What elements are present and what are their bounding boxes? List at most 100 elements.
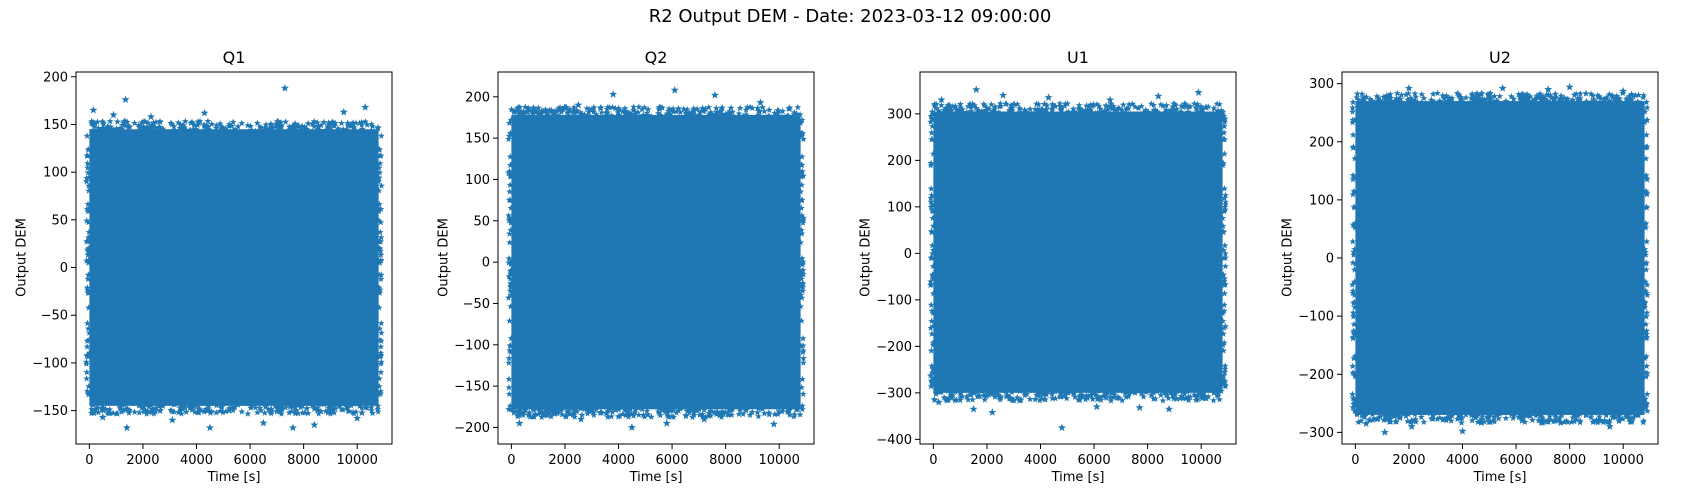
- outlier-point: [168, 415, 177, 424]
- y-axis-label: Output DEM: [1280, 218, 1296, 297]
- outlier-point: [937, 95, 946, 104]
- outlier-point: [756, 98, 765, 106]
- plot-svg: 0 2000 4000 6000 8000 10000 −150 −100 −50 0 50 100 1…: [32, 70, 393, 468]
- data-markers: [83, 84, 385, 432]
- panel-title: Q1: [222, 48, 246, 67]
- y-tick-label: 50: [473, 214, 490, 229]
- panel-u1: 0 2000 4000 6000 8000 10000 −400 −300 −200 −100 0 1…: [844, 0, 1244, 500]
- y-tick-label: −100: [876, 293, 912, 308]
- x-tick-label: 6000: [1500, 453, 1533, 468]
- y-tick-label: −300: [1298, 426, 1334, 441]
- panel-title: Q2: [644, 48, 668, 67]
- outlier-point: [1619, 86, 1628, 95]
- x-axis-label: Time [s]: [207, 470, 261, 485]
- y-tick-label: −100: [32, 356, 68, 371]
- outlier-point: [627, 423, 636, 431]
- x-tick-label: 0: [929, 453, 937, 468]
- outlier-point: [1092, 402, 1101, 411]
- outlier-point: [1154, 91, 1163, 100]
- x-tick-label: 8000: [709, 453, 742, 468]
- outlier-point: [662, 419, 671, 427]
- outlier-point: [1165, 404, 1174, 413]
- y-tick-label: 200: [887, 154, 912, 169]
- y-axis-label: Output DEM: [436, 218, 452, 297]
- outlier-point: [988, 408, 997, 416]
- data-markers: [505, 85, 807, 431]
- outlier-point: [539, 410, 548, 419]
- x-tick-label: 2000: [548, 453, 581, 468]
- panel-q2: 0 2000 4000 6000 8000 10000 −200 −150 −100 −50 0 50…: [422, 0, 822, 500]
- x-tick-label: 4000: [180, 453, 213, 468]
- outlier-point: [339, 107, 348, 116]
- x-axis-label: Time [s]: [629, 470, 683, 485]
- y-axis-label: Output DEM: [858, 218, 874, 297]
- outlier-point: [200, 108, 209, 117]
- y-tick-label: −150: [32, 404, 68, 419]
- x-tick-label: 2000: [126, 453, 159, 468]
- panel-title: U2: [1489, 48, 1511, 67]
- panel-q1: 0 2000 4000 6000 8000 10000 −150 −100 −50 0 50 100 1…: [0, 0, 400, 500]
- axes-frame: [497, 71, 815, 445]
- y-tick-label: 0: [1326, 252, 1334, 267]
- outlier-point: [1404, 84, 1413, 92]
- data-markers: [1349, 82, 1651, 436]
- outlier-point: [710, 90, 719, 99]
- axes-frame: [75, 71, 393, 445]
- outlier-point: [969, 404, 978, 413]
- x-tick-label: 0: [85, 453, 93, 468]
- x-tick-label: 2000: [970, 453, 1003, 468]
- outlier-point: [205, 423, 214, 432]
- y-tick-label: −400: [876, 433, 912, 448]
- x-tick-label: 2000: [1392, 453, 1425, 468]
- panel-title: U1: [1067, 48, 1089, 67]
- y-tick-label: −200: [454, 421, 490, 436]
- x-tick-label: 8000: [1131, 453, 1164, 468]
- outlier-point: [361, 103, 370, 111]
- outlier-point: [1498, 84, 1507, 92]
- outlier-point: [109, 110, 118, 119]
- y-tick-label: 150: [43, 118, 68, 133]
- outlier-point: [934, 397, 943, 406]
- x-tick-label: 4000: [1024, 453, 1057, 468]
- x-tick-label: 10000: [337, 453, 378, 468]
- outlier-point: [577, 415, 586, 423]
- outlier-point: [1605, 422, 1614, 430]
- outlier-point: [259, 418, 268, 427]
- y-tick-label: 100: [1309, 193, 1334, 208]
- axes-frame: [919, 71, 1237, 445]
- y-tick-label: 300: [1309, 77, 1334, 92]
- x-axis-label: Time [s]: [1051, 470, 1105, 485]
- x-tick-label: 6000: [1078, 453, 1111, 468]
- outlier-point: [523, 107, 532, 116]
- y-tick-label: −100: [454, 338, 490, 353]
- panel-u2: 0 2000 4000 6000 8000 10000 −300 −200 −100 0 100 20…: [1266, 0, 1666, 500]
- y-tick-label: −200: [876, 340, 912, 355]
- x-tick-label: 4000: [602, 453, 635, 468]
- dense-points: [933, 111, 1223, 393]
- x-tick-label: 0: [507, 453, 515, 468]
- y-tick-label: 0: [904, 247, 912, 262]
- x-tick-label: 10000: [759, 453, 800, 468]
- dense-points: [89, 129, 379, 406]
- x-tick-label: 10000: [1603, 453, 1644, 468]
- y-tick-label: 0: [482, 256, 490, 271]
- outlier-point: [1057, 423, 1066, 432]
- y-tick-label: −50: [41, 309, 68, 324]
- outlier-point: [1106, 95, 1115, 104]
- outlier-point: [1407, 422, 1416, 430]
- y-tick-label: −50: [463, 297, 490, 312]
- outlier-point: [1135, 403, 1144, 412]
- y-tick-label: −150: [454, 380, 490, 395]
- x-axis-label: Time [s]: [1473, 470, 1527, 485]
- outlier-point: [310, 420, 319, 429]
- outlier-point: [1565, 82, 1574, 91]
- outlier-point: [1194, 88, 1203, 96]
- outlier-point: [89, 105, 98, 114]
- y-tick-label: −300: [876, 386, 912, 401]
- outlier-point: [146, 112, 155, 121]
- outlier-point: [280, 84, 289, 92]
- dense-points: [1355, 101, 1645, 415]
- outlier-point: [700, 415, 709, 423]
- x-tick-label: 8000: [287, 453, 320, 468]
- x-tick-label: 8000: [1553, 453, 1586, 468]
